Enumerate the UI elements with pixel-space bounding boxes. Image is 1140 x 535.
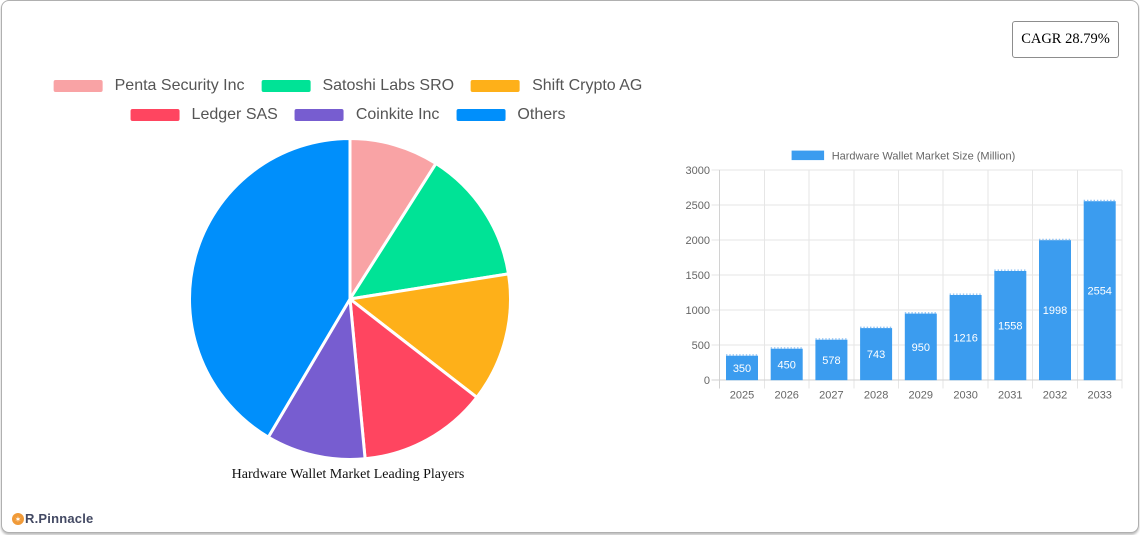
svg-text:2000: 2000 [686,235,710,247]
svg-text:743: 743 [867,349,885,361]
svg-text:0: 0 [704,375,710,387]
svg-text:1500: 1500 [686,270,710,282]
svg-text:1998: 1998 [1043,305,1067,317]
svg-text:3000: 3000 [686,165,710,177]
svg-text:2032: 2032 [1043,390,1067,402]
svg-text:2031: 2031 [998,390,1022,402]
svg-text:500: 500 [692,340,710,352]
svg-text:1000: 1000 [686,305,710,317]
svg-text:2029: 2029 [909,390,933,402]
svg-text:2028: 2028 [864,390,888,402]
svg-text:450: 450 [778,359,796,371]
svg-text:350: 350 [733,363,751,375]
svg-text:✶: ✶ [15,515,22,524]
svg-text:2033: 2033 [1087,390,1111,402]
svg-text:1558: 1558 [998,321,1022,333]
svg-text:2025: 2025 [730,390,754,402]
svg-text:Hardware Wallet Market Size (M: Hardware Wallet Market Size (Million) [832,151,1016,163]
svg-text:2026: 2026 [774,390,798,402]
svg-text:2030: 2030 [953,390,977,402]
svg-text:2027: 2027 [819,390,843,402]
svg-text:950: 950 [912,342,930,354]
svg-text:1216: 1216 [953,333,977,345]
svg-text:2500: 2500 [686,200,710,212]
svg-text:578: 578 [822,355,840,367]
svg-text:2554: 2554 [1087,286,1111,298]
